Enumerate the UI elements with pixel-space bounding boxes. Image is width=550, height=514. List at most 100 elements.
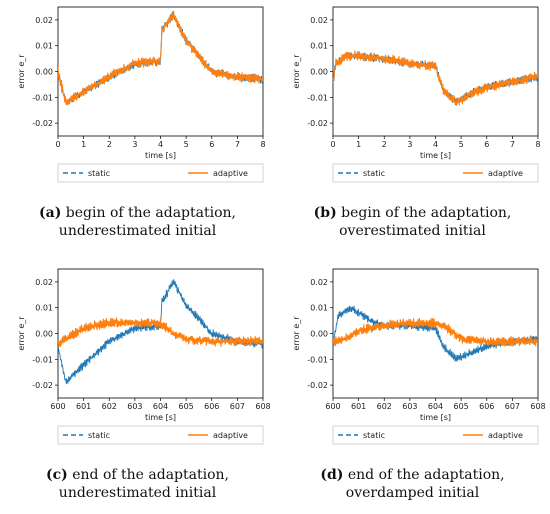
legend-a: static adaptive: [57, 163, 264, 183]
panel-b: 0 1 2 3 4 5 6 7 8 -0.02 -0.01 0.00 0.01 0.02 time [s] e…: [275, 0, 550, 252]
chart-a: 0 1 2 3 4 5 6 7 8 -0.02 -0.01 0.00 0.01 0.02 time [s] e…: [17, 6, 266, 183]
caption-d-text: end of the adaptation, overdamped initia…: [345, 467, 505, 501]
legend-frame-c: [57, 425, 264, 445]
series-line-adaptive-a: [58, 10, 263, 106]
y-tick-label-d: 0.00: [310, 330, 328, 339]
y-tick-label-c: 0.00: [35, 330, 53, 339]
y-tick-label-b: -0.01: [307, 93, 328, 102]
x-tick-label-b: 8: [535, 140, 540, 149]
legend-label-adaptive-a: adaptive: [213, 169, 248, 178]
y-tick-label-d: -0.01: [307, 355, 328, 364]
x-tick-label-b: 4: [433, 140, 438, 149]
x-tick-label-c: 602: [102, 402, 117, 411]
y-tick-label-a: -0.01: [32, 93, 53, 102]
x-tick-label-a: 0: [55, 140, 60, 149]
legend-label-static-c: static: [88, 431, 110, 440]
y-axis-label-b: error e_r: [292, 54, 301, 89]
legend-b: static adaptive: [332, 163, 539, 183]
y-axis-label-c: error e_r: [17, 316, 26, 351]
legend-d: static adaptive: [332, 425, 539, 445]
caption-a-text: begin of the adaptation, underestimated …: [58, 205, 236, 239]
chart-d: 600 601 602 603 604 605 606 607 608 -0.02 -0.01 0.0…: [292, 268, 546, 445]
legend-frame-b: [332, 163, 539, 183]
chart-c: 600 601 602 603 604 605 606 607 608 -0.02 -0.01 0.0…: [17, 268, 271, 445]
x-tick-label-a: 1: [81, 140, 86, 149]
x-axis-label-a: time [s]: [145, 151, 176, 160]
caption-a-letter: (a): [39, 205, 62, 221]
series-line-adaptive-b: [333, 50, 538, 106]
x-tick-label-b: 2: [382, 140, 387, 149]
legend-label-static-b: static: [363, 169, 385, 178]
y-tick-label-c: 0.01: [35, 304, 53, 313]
y-tick-label-d: 0.01: [310, 304, 328, 313]
y-tick-label-d: -0.02: [307, 381, 328, 390]
x-tick-label-b: 6: [484, 140, 489, 149]
legend-label-static-a: static: [88, 169, 110, 178]
x-tick-label-d: 602: [377, 402, 392, 411]
x-tick-label-b: 0: [330, 140, 335, 149]
panel-c: 600 601 602 603 604 605 606 607 608 -0.02 -0.01 0.0…: [0, 262, 275, 514]
x-tick-label-a: 3: [132, 140, 137, 149]
y-tick-label-a: 0.00: [35, 68, 53, 77]
x-tick-label-a: 8: [260, 140, 265, 149]
x-tick-label-b: 5: [459, 140, 464, 149]
x-tick-label-b: 3: [407, 140, 412, 149]
caption-b-text: begin of the adaptation, overestimated i…: [339, 205, 512, 239]
legend-frame-a: [57, 163, 264, 183]
x-tick-label-a: 5: [184, 140, 189, 149]
x-tick-label-c: 605: [178, 402, 193, 411]
caption-a: (a) begin of the adaptation, underestima…: [0, 204, 275, 240]
y-tick-label-b: 0.02: [310, 16, 328, 25]
y-axis-label-a: error e_r: [17, 54, 26, 89]
x-axis-label-d: time [s]: [420, 413, 451, 422]
x-tick-label-a: 7: [235, 140, 240, 149]
y-tick-label-a: 0.02: [35, 16, 53, 25]
x-tick-label-d: 608: [530, 402, 545, 411]
x-tick-label-c: 603: [127, 402, 142, 411]
y-tick-label-a: -0.02: [32, 119, 53, 128]
x-tick-label-a: 6: [209, 140, 214, 149]
panel-d: 600 601 602 603 604 605 606 607 608 -0.02 -0.01 0.0…: [275, 262, 550, 514]
y-axis-label-d: error e_r: [292, 316, 301, 351]
y-tick-label-b: -0.02: [307, 119, 328, 128]
x-tick-label-d: 601: [351, 402, 366, 411]
x-tick-label-a: 4: [158, 140, 163, 149]
y-tick-label-a: 0.01: [35, 42, 53, 51]
caption-c: (c) end of the adaptation, underestimate…: [0, 466, 275, 502]
caption-b: (b) begin of the adaptation, overestimat…: [275, 204, 550, 240]
x-tick-label-a: 2: [107, 140, 112, 149]
plot-frame-c: [57, 268, 264, 399]
x-tick-label-d: 604: [428, 402, 443, 411]
legend-label-adaptive-c: adaptive: [213, 431, 248, 440]
legend-c: static adaptive: [57, 425, 264, 445]
legend-label-adaptive-b: adaptive: [488, 169, 523, 178]
plot-frame-a: [57, 6, 264, 137]
y-tick-label-b: 0.00: [310, 68, 328, 77]
x-axis-label-c: time [s]: [145, 413, 176, 422]
x-tick-label-c: 607: [230, 402, 245, 411]
caption-d: (d) end of the adaptation, overdamped in…: [275, 466, 550, 502]
legend-label-adaptive-d: adaptive: [488, 431, 523, 440]
y-tick-label-b: 0.01: [310, 42, 328, 51]
caption-c-letter: (c): [46, 467, 68, 483]
x-tick-label-c: 604: [153, 402, 168, 411]
x-tick-label-d: 605: [453, 402, 468, 411]
legend-label-static-d: static: [363, 431, 385, 440]
y-tick-label-c: -0.01: [32, 355, 53, 364]
x-tick-label-c: 600: [50, 402, 65, 411]
x-axis-label-b: time [s]: [420, 151, 451, 160]
legend-frame-d: [332, 425, 539, 445]
x-tick-label-d: 607: [505, 402, 520, 411]
y-tick-label-c: -0.02: [32, 381, 53, 390]
plot-frame-b: [332, 6, 539, 137]
caption-b-letter: (b): [313, 205, 337, 221]
x-tick-label-c: 608: [255, 402, 270, 411]
series-line-static-c: [58, 279, 263, 385]
y-tick-label-d: 0.02: [310, 278, 328, 287]
x-tick-label-b: 1: [356, 140, 361, 149]
panel-a: 0 1 2 3 4 5 6 7 8 -0.02 -0.01 0.00 0.01 0.02 time [s] e…: [0, 0, 275, 252]
chart-b: 0 1 2 3 4 5 6 7 8 -0.02 -0.01 0.00 0.01 0.02 time [s] e…: [292, 6, 541, 183]
y-tick-label-c: 0.02: [35, 278, 53, 287]
x-tick-label-c: 606: [204, 402, 219, 411]
